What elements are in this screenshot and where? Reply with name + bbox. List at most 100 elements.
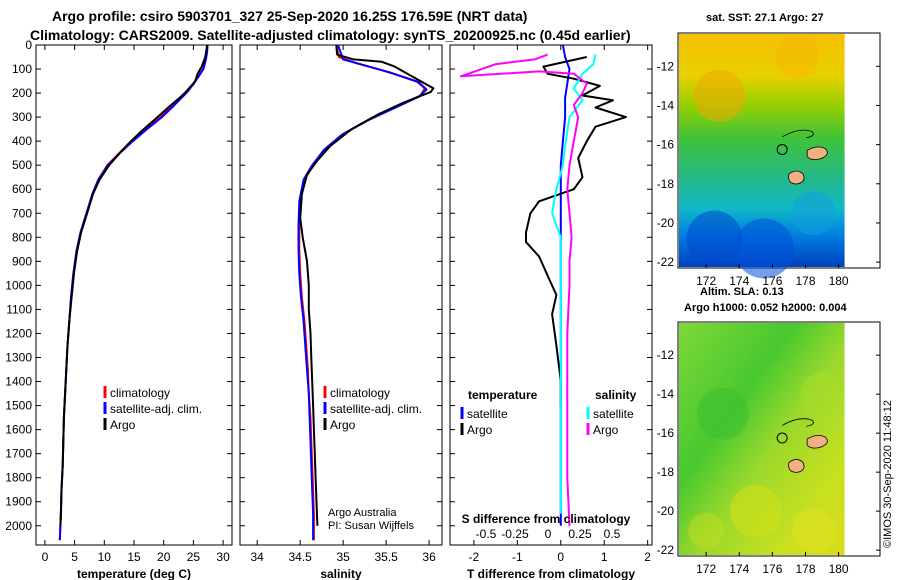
figure-title-line2: Climatology: CARS2009. Satellite-adjuste… bbox=[30, 27, 631, 43]
difference-frame bbox=[449, 44, 653, 546]
salinity-xtick-label: 35.5 bbox=[374, 550, 398, 564]
temperature-legend-label: climatology bbox=[110, 386, 170, 400]
temperature-xtick-label: 10 bbox=[98, 550, 112, 564]
sst_map-ytick-label: -14 bbox=[657, 98, 675, 112]
diff-xtick-label-salinity: -0.25 bbox=[501, 527, 529, 541]
depth-tick-label: 600 bbox=[12, 182, 32, 196]
sla_map-reef-line bbox=[782, 418, 814, 427]
depth-tick-label: 1900 bbox=[5, 495, 32, 509]
sla_map-xtick-label: 178 bbox=[795, 562, 815, 576]
sst-map-title: sat. SST: 27.1 Argo: 27 bbox=[706, 12, 824, 24]
difference-xtick-label: 2 bbox=[644, 550, 651, 564]
salinity-xtick-label: 35 bbox=[336, 550, 350, 564]
depth-tick-label: 1800 bbox=[5, 471, 32, 485]
temperature-xlabel: temperature (deg C) bbox=[77, 567, 191, 580]
diff-legend-title-temperature: temperature bbox=[468, 388, 538, 402]
sla_map-field-blob bbox=[688, 512, 725, 549]
diff-legend-label-s: satellite bbox=[593, 407, 634, 421]
sla_map-argo-marker bbox=[776, 432, 788, 444]
sst_map-island bbox=[788, 170, 805, 185]
sla_map-field-blob bbox=[729, 485, 782, 538]
sla_map-ytick-label: -14 bbox=[657, 387, 675, 401]
diff-legend-label-t: satellite bbox=[467, 407, 508, 421]
imos-credit: ©IMOS 30-Sep-2020 11:48:12 bbox=[882, 400, 894, 548]
sst_map-ytick-label: -16 bbox=[657, 138, 675, 152]
depth-tick-label: 100 bbox=[12, 62, 32, 76]
depth-tick-label: 1700 bbox=[5, 447, 32, 461]
sst_map-ytick-label: -12 bbox=[657, 59, 675, 73]
sla_map-xtick-label: 172 bbox=[696, 562, 716, 576]
difference-series-s-satellite bbox=[551, 54, 597, 514]
depth-tick-label: 300 bbox=[12, 110, 32, 124]
salinity-legend-label: Argo bbox=[330, 418, 356, 432]
salinity-series-satellite-adj-clim- bbox=[297, 44, 428, 541]
sla_map-xtick-label: 180 bbox=[829, 562, 849, 576]
sst_map-field-blob bbox=[686, 210, 743, 267]
sst_map-xtick-label: 178 bbox=[795, 274, 815, 288]
figure-title-line1: Argo profile: csiro 5903701_327 25-Sep-2… bbox=[52, 8, 528, 24]
sla_map-ytick-label: -22 bbox=[657, 543, 675, 557]
difference-xtick-label: 0 bbox=[557, 550, 564, 564]
sst_map-argo-marker bbox=[776, 144, 788, 156]
temperature-xtick-label: 15 bbox=[127, 550, 141, 564]
sla_map-island bbox=[788, 459, 805, 473]
temperature-series-argo bbox=[59, 44, 209, 526]
salinity-xtick-label: 36 bbox=[422, 550, 436, 564]
depth-tick-label: 800 bbox=[12, 230, 32, 244]
sst_map-field-blob bbox=[693, 69, 746, 122]
sst_map-xtick-label: 172 bbox=[696, 274, 716, 288]
sla_map-ytick-label: -18 bbox=[657, 465, 675, 479]
temperature-xtick-label: 20 bbox=[157, 550, 171, 564]
sla_map-ytick-label: -16 bbox=[657, 426, 675, 440]
depth-tick-label: 400 bbox=[12, 134, 32, 148]
sst_map-xtick-label: 174 bbox=[729, 274, 749, 288]
temperature-xtick-label: 5 bbox=[71, 550, 78, 564]
credit-note-line1: Argo Australia bbox=[328, 507, 397, 519]
sla_map-field-blob bbox=[791, 508, 836, 553]
depth-tick-label: 1600 bbox=[5, 423, 32, 437]
temperature-legend-label: Argo bbox=[110, 418, 136, 432]
salinity-legend-label: satellite-adj. clim. bbox=[330, 402, 422, 416]
sla_map-field-blob bbox=[696, 387, 749, 440]
depth-tick-label: 1300 bbox=[5, 351, 32, 365]
depth-tick-label: 2000 bbox=[5, 519, 32, 533]
diff-xlabel-salinity: S difference from climatology bbox=[462, 512, 631, 526]
sst_map-xtick-label: 180 bbox=[829, 274, 849, 288]
temperature-xtick-label: 25 bbox=[187, 550, 201, 564]
salinity-frame bbox=[239, 44, 443, 546]
depth-tick-label: 700 bbox=[12, 206, 32, 220]
salinity-series-argo bbox=[299, 44, 435, 526]
difference-series-s-argo bbox=[459, 53, 588, 526]
temperature-xtick-label: 0 bbox=[42, 550, 49, 564]
sla_map-ytick-label: -20 bbox=[657, 504, 675, 518]
depth-tick-label: 1400 bbox=[5, 375, 32, 389]
sla_map-ytick-label: -12 bbox=[657, 348, 675, 362]
sla_map-xtick-label: 174 bbox=[729, 562, 749, 576]
sla_map-field-blob bbox=[800, 372, 845, 417]
depth-tick-label: 900 bbox=[12, 254, 32, 268]
sst_map-island bbox=[806, 146, 828, 161]
diff-legend-title-salinity: salinity bbox=[595, 388, 637, 402]
difference-xtick-label: -1 bbox=[512, 550, 523, 564]
difference-xtick-label: 1 bbox=[601, 550, 608, 564]
difference-xlabel: T difference from climatology bbox=[467, 567, 635, 580]
sst_map-field-blob bbox=[775, 34, 820, 79]
sst_map-ytick-label: -18 bbox=[657, 177, 675, 191]
diff-xtick-label-salinity: -0.5 bbox=[476, 527, 497, 541]
depth-tick-label: 1000 bbox=[5, 278, 32, 292]
diff-xtick-label-salinity: 0.5 bbox=[604, 527, 621, 541]
depth-tick-label: 500 bbox=[12, 158, 32, 172]
depth-tick-label: 1500 bbox=[5, 399, 32, 413]
temperature-frame bbox=[35, 44, 233, 546]
depth-tick-label: 0 bbox=[25, 38, 32, 52]
sla-map-title: Altim. SLA: 0.13 bbox=[700, 286, 784, 298]
diff-xtick-label-salinity: 0.25 bbox=[568, 527, 592, 541]
credit-note-line2: PI: Susan Wijffels bbox=[328, 520, 414, 532]
temperature-legend-label: satellite-adj. clim. bbox=[110, 402, 202, 416]
sst_map-ytick-label: -22 bbox=[657, 255, 675, 269]
difference-xtick-label: -2 bbox=[469, 550, 480, 564]
diff-legend-label-t: Argo bbox=[467, 423, 493, 437]
salinity-xtick-label: 34.5 bbox=[288, 550, 312, 564]
sst_map-field-blob bbox=[791, 191, 836, 236]
